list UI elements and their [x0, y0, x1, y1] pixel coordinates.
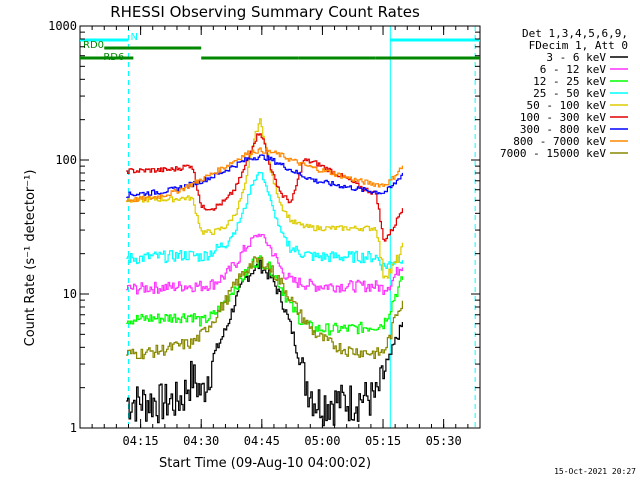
series-line-3 — [126, 171, 403, 271]
x-axis-label: Start Time (09-Aug-10 04:00:02) — [159, 456, 371, 471]
series-line-8 — [126, 256, 403, 360]
series-line-1 — [126, 233, 403, 295]
legend-label: 25 - 50 keV — [533, 87, 606, 100]
axes: 1 10 100 1000 04:15 04:30 04:45 05:00 05:15 05:30 — [48, 19, 481, 448]
legend-label: 300 - 800 keV — [520, 123, 606, 136]
y-tick-label: 10 — [63, 287, 77, 301]
legend-label: 3 - 6 keV — [546, 51, 606, 64]
legend-label: 7000 - 15000 keV — [500, 147, 606, 160]
y-tick-label: 1 — [70, 421, 77, 435]
legend-header: Det 1,3,4,5,6,9, — [522, 27, 628, 40]
x-tick-label: 04:30 — [183, 434, 219, 448]
legend-label: 100 - 300 keV — [520, 111, 606, 124]
series-line-6 — [126, 154, 403, 198]
legend-label: 50 - 100 keV — [527, 99, 607, 112]
x-tick-label: 04:45 — [244, 434, 280, 448]
footer-timestamp: 15-Oct-2021 20:27 — [554, 467, 636, 476]
x-tick-label: 05:30 — [426, 434, 462, 448]
series-line-5 — [126, 133, 403, 242]
flag-label-3: RD6 — [103, 52, 124, 63]
legend-label: 800 - 7000 keV — [513, 135, 606, 148]
legend-label: 6 - 12 keV — [540, 63, 607, 76]
plot-area — [79, 26, 476, 428]
chart-title: RHESSI Observing Summary Count Rates — [110, 3, 420, 21]
y-axis-label: Count Rate (s⁻¹ detector⁻¹) — [23, 170, 38, 347]
x-tick-label: 05:00 — [304, 434, 340, 448]
x-tick-label: 05:15 — [365, 434, 401, 448]
legend: Det 1,3,4,5,6,9,FDecim 1, Att 03 - 6 keV… — [500, 27, 628, 160]
y-tick-label: 1000 — [48, 19, 77, 33]
series-line-7 — [126, 147, 403, 203]
legend-header: FDecim 1, Att 0 — [529, 39, 628, 52]
flag-label-0: N — [130, 32, 137, 43]
x-tick-label: 04:15 — [123, 434, 159, 448]
y-tick-label: 100 — [55, 153, 77, 167]
plot-frame — [79, 25, 481, 429]
flag-label-2: RD0 — [83, 40, 104, 51]
legend-label: 12 - 25 keV — [533, 75, 606, 88]
